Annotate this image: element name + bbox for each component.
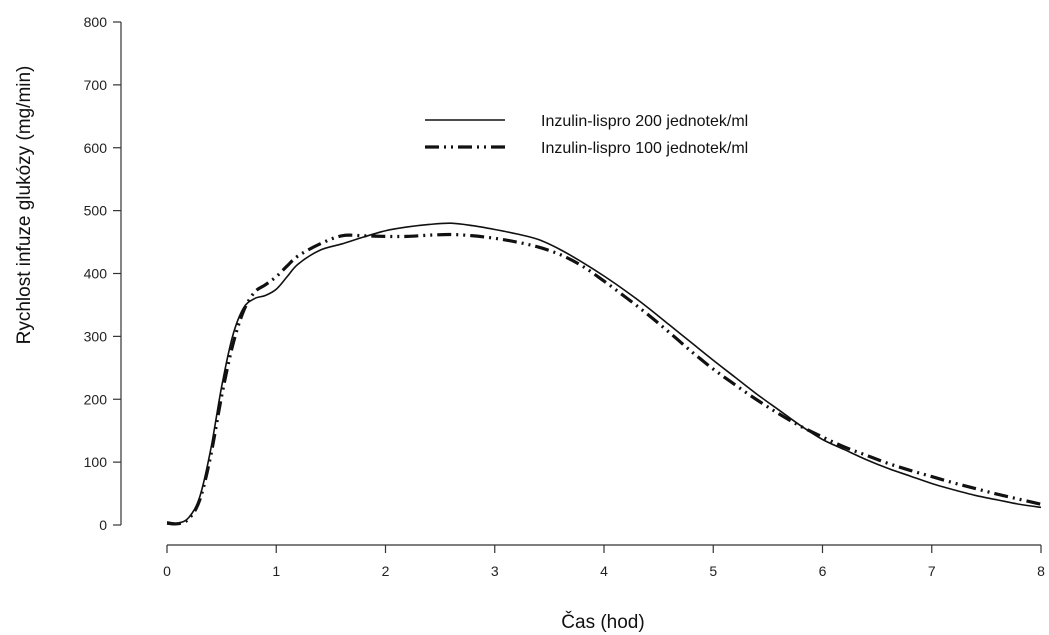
- y-tick-label: 700: [84, 77, 108, 93]
- y-tick-label: 400: [84, 266, 108, 282]
- y-axis-title: Rychlost infuze glukózy (mg/min): [14, 66, 35, 345]
- y-tick-label: 0: [99, 517, 107, 533]
- x-tick-label: 0: [163, 563, 171, 579]
- x-tick-label: 1: [272, 563, 280, 579]
- legend-label-2: Inzulin-lispro 100 jednotek/ml: [541, 140, 748, 157]
- legend: Inzulin-lispro 200 jednotek/ml Inzulin-li…: [425, 113, 748, 157]
- x-tick-label: 7: [928, 563, 936, 579]
- y-tick-label: 100: [84, 454, 108, 470]
- y-tick-label: 600: [84, 140, 108, 156]
- x-tick-label: 2: [382, 563, 390, 579]
- y-tick-label: 800: [84, 14, 108, 30]
- series-line-2: [166, 232, 1042, 526]
- series-line-1: [166, 222, 1042, 525]
- x-tick-label: 8: [1037, 563, 1045, 579]
- series-layer: [166, 222, 1042, 526]
- y-tick-label: 200: [84, 391, 108, 407]
- x-tick-label: 5: [709, 563, 717, 579]
- x-tick-label: 4: [600, 563, 608, 579]
- x-axis-ticks: 0 1 2 3 4 5 6 7 8: [163, 545, 1045, 579]
- x-axis-title: Čas (hod): [561, 611, 644, 633]
- y-tick-label: 500: [84, 203, 108, 219]
- x-tick-label: 6: [819, 563, 827, 579]
- y-axis-ticks: 0 100 200 300 400 500 600 700 800: [84, 14, 121, 533]
- x-tick-label: 3: [491, 563, 499, 579]
- y-tick-label: 300: [84, 328, 108, 344]
- legend-label-1: Inzulin-lispro 200 jednotek/ml: [541, 113, 748, 130]
